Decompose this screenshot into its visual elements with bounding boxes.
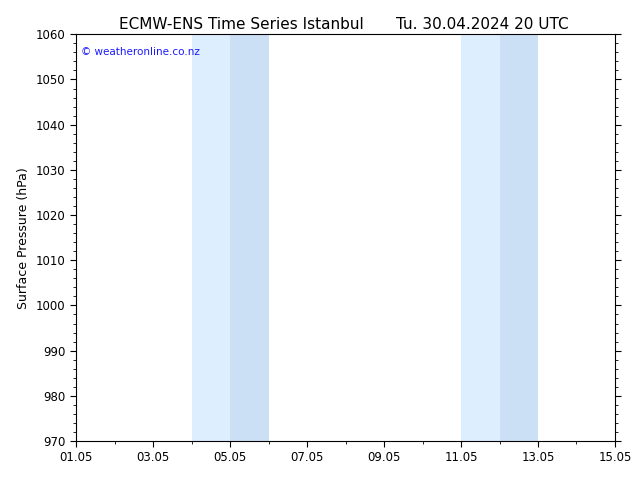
Bar (230, 34, 269, 441)
Y-axis label: Surface Pressure (hPa): Surface Pressure (hPa) (17, 167, 30, 309)
Text: ECMW-ENS Time Series Istanbul: ECMW-ENS Time Series Istanbul (119, 17, 363, 32)
Text: © weatheronline.co.nz: © weatheronline.co.nz (81, 47, 200, 56)
Bar (191, 34, 230, 441)
Text: Tu. 30.04.2024 20 UTC: Tu. 30.04.2024 20 UTC (396, 17, 568, 32)
Bar (461, 34, 500, 441)
Bar (500, 34, 538, 441)
